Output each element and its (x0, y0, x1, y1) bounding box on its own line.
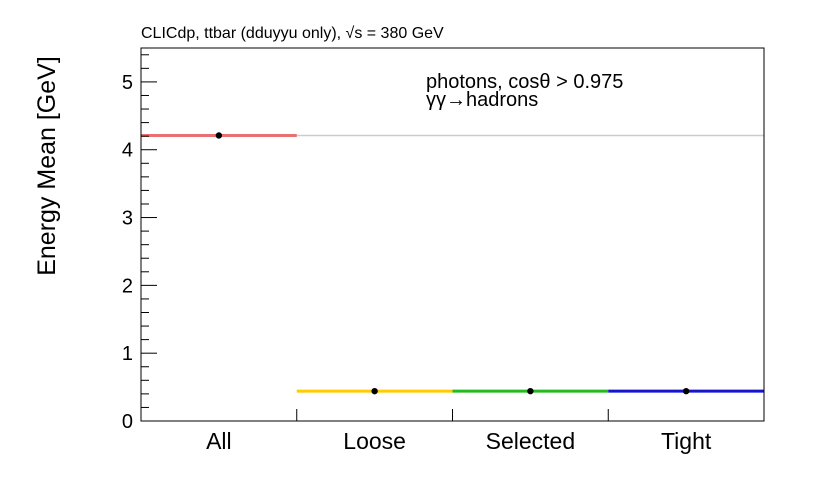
axes: 0 1 2 3 4 5 All Loose Selected Tight (122, 47, 765, 454)
x-tick-label: Loose (343, 428, 406, 454)
y-tick-label: 1 (122, 343, 133, 365)
x-tick-label: Selected (486, 428, 576, 454)
y-tick-label: 3 (122, 208, 133, 230)
marker-tight (682, 387, 690, 395)
y-tick-label: 5 (122, 72, 133, 94)
marker-selected (527, 387, 534, 395)
annotation-line-1: photons, cosθ > 0.975 (426, 71, 623, 93)
plot-area (141, 132, 764, 395)
marker-all (215, 132, 223, 139)
y-tick-label: 2 (122, 275, 133, 297)
annotation-line-2: γγ→hadrons (426, 89, 538, 111)
y-tick-label: 4 (122, 140, 133, 162)
chart-header: CLICdp, ttbar (dduyyu only), √s = 380 Ge… (141, 25, 444, 42)
x-tick-label: All (206, 428, 232, 454)
x-tick-label: Tight (661, 428, 712, 454)
y-axis-label: Energy Mean [GeV] (33, 56, 61, 276)
marker-loose (371, 387, 378, 395)
y-tick-label: 0 (122, 411, 133, 433)
